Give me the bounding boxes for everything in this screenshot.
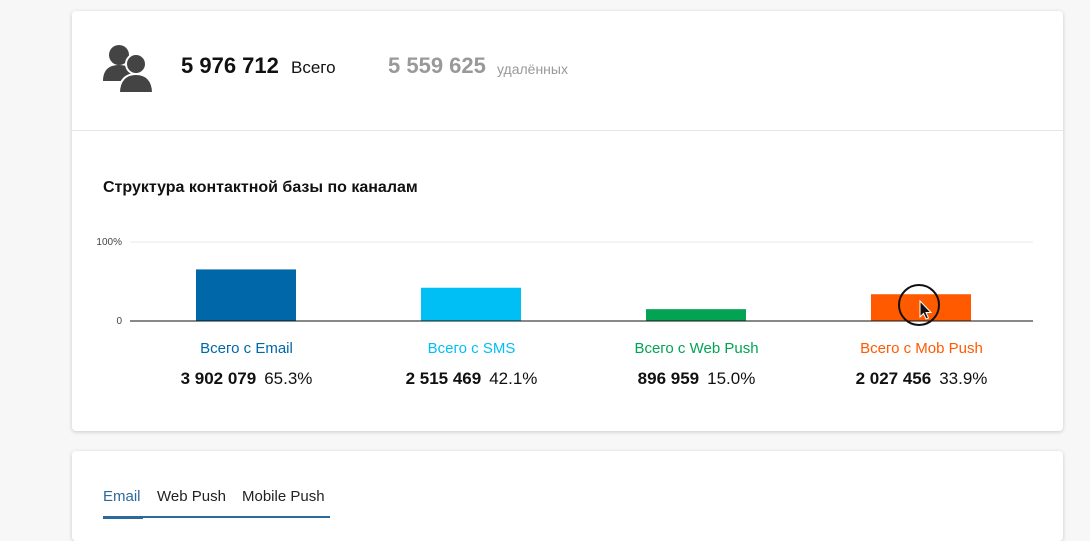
channel-details-card: Email Web Push Mobile Push <box>72 451 1063 541</box>
category-percent-2: 15.0% <box>707 369 756 388</box>
category-values-2: 896 959 15.0% <box>584 369 809 389</box>
mouse-pointer-icon <box>898 284 940 326</box>
category-label-2: Всего с Web Push <box>634 340 759 357</box>
category-values-3: 2 027 456 33.9% <box>809 369 1034 389</box>
deleted-contacts-label: удалённых <box>497 61 568 77</box>
deleted-contacts-value: 5 559 625 <box>388 53 486 78</box>
tab-web-push[interactable]: Web Push <box>157 488 226 505</box>
category-count-1: 2 515 469 <box>405 369 482 388</box>
y-tick-label-0: 0 <box>116 316 122 327</box>
y-tick-label-100: 100% <box>96 237 122 248</box>
bar-2 <box>646 309 746 321</box>
contacts-icon <box>103 45 154 93</box>
category-values-0: 3 902 079 65.3% <box>134 369 359 389</box>
active-tab-indicator <box>103 516 143 519</box>
bar-1 <box>421 287 521 321</box>
category-count-3: 2 027 456 <box>855 369 932 388</box>
category-count-0: 3 902 079 <box>180 369 257 388</box>
category-label-1: Всего с SMS <box>427 340 516 357</box>
category-percent-3: 33.9% <box>939 369 988 388</box>
total-contacts-value: 5 976 712 <box>181 53 279 78</box>
tab-email[interactable]: Email <box>103 488 141 505</box>
category-count-2: 896 959 <box>637 369 700 388</box>
category-percent-1: 42.1% <box>489 369 538 388</box>
category-percent-0: 65.3% <box>264 369 313 388</box>
category-label-0: Всего с Email <box>200 340 293 357</box>
channel-tabs: Email Web Push Mobile Push <box>103 488 330 519</box>
bar-0 <box>196 269 296 321</box>
category-values-1: 2 515 469 42.1% <box>359 369 584 389</box>
contacts-summary: 5 976 712 Всего 5 559 625 удалённых <box>72 11 1063 131</box>
channels-bar-chart: 100% 0 <box>96 237 1033 327</box>
tab-mobile-push[interactable]: Mobile Push <box>242 488 325 505</box>
chart-title: Структура контактной базы по каналам <box>103 179 418 196</box>
contact-base-card: 5 976 712 Всего 5 559 625 удалённых Стру… <box>72 11 1063 431</box>
total-contacts-label: Всего <box>291 58 336 77</box>
category-label-3: Всего с Mob Push <box>860 340 983 357</box>
